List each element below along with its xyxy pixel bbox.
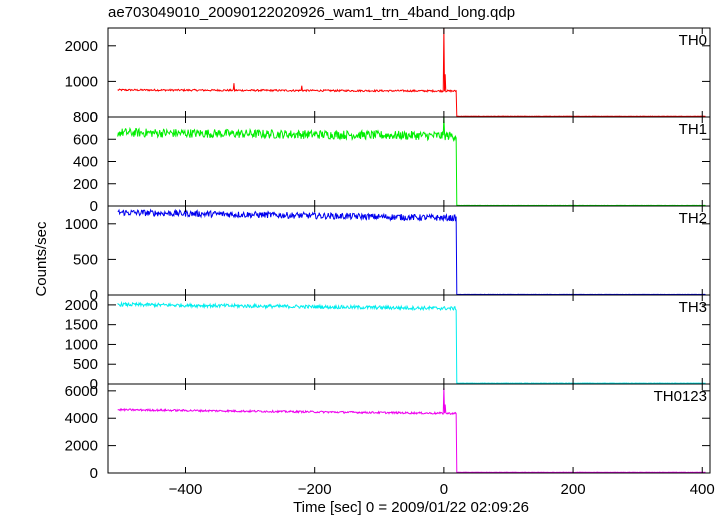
panel-label-th1: TH1 [679, 121, 707, 138]
y-tick-label: 1500 [65, 317, 98, 334]
panel-label-th3: TH3 [679, 299, 707, 316]
y-tick-label: 600 [73, 131, 98, 148]
series-line-th0123 [117, 388, 706, 473]
y-tick-label: 4000 [65, 410, 98, 427]
y-tick-label: 2000 [65, 438, 98, 455]
y-tick-label: 6000 [65, 383, 98, 400]
y-tick-label: 400 [73, 154, 98, 171]
x-axis: −400 −200 0 200 400 [169, 481, 715, 498]
y-tick-label: 500 [73, 356, 98, 373]
y-tick-label: 0 [90, 465, 98, 482]
panel-frame [107, 205, 711, 296]
y-tick-label: 2000 [65, 297, 98, 314]
x-tick-label: 400 [690, 481, 715, 498]
panel-frame [107, 27, 711, 118]
panel-th1: 0 200 400 600 800 TH1 [73, 109, 711, 215]
y-tick-label: 800 [73, 109, 98, 126]
x-tick-label: 0 [440, 481, 448, 498]
panel-label-th2: TH2 [679, 210, 707, 227]
y-tick-label: 200 [73, 176, 98, 193]
y-tick-label: 0 [90, 198, 98, 215]
x-tick-label: 200 [561, 481, 586, 498]
panel-frame [107, 116, 711, 207]
panel-label-th0123: TH0123 [654, 388, 707, 405]
x-axis-label: Time [sec] 0 = 2009/01/22 02:09:26 [293, 499, 529, 516]
y-tick-label: 1000 [65, 336, 98, 353]
chart-title: ae703049010_20090122020926_wam1_trn_4ban… [108, 4, 515, 21]
series-line-th3 [117, 300, 706, 384]
series-line-th2 [117, 208, 706, 296]
panel-frame [107, 383, 711, 474]
y-axis-label: Counts/sec [33, 221, 50, 297]
y-tick-label: 500 [73, 251, 98, 268]
series-line-th0 [117, 27, 706, 117]
y-tick-label: 0 [90, 376, 98, 393]
panel-th3: 0 500 1000 1500 2000 TH3 [65, 294, 711, 393]
y-tick-label: 2000 [65, 38, 98, 55]
y-tick-label: 0 [90, 109, 98, 126]
panel-th2: 0 500 1000 TH2 [65, 205, 711, 304]
series-line-th1 [117, 116, 706, 207]
panel-th0: 0 1000 2000 TH0 [65, 27, 711, 126]
panel-th0123: 0 2000 4000 6000 TH0123 [65, 383, 711, 482]
panel-label-th0: TH0 [679, 32, 707, 49]
y-tick-label: 1000 [65, 73, 98, 90]
y-tick-label: 0 [90, 287, 98, 304]
x-tick-label: −200 [298, 481, 332, 498]
y-tick-label: 1000 [65, 216, 98, 233]
x-tick-label: −400 [169, 481, 203, 498]
